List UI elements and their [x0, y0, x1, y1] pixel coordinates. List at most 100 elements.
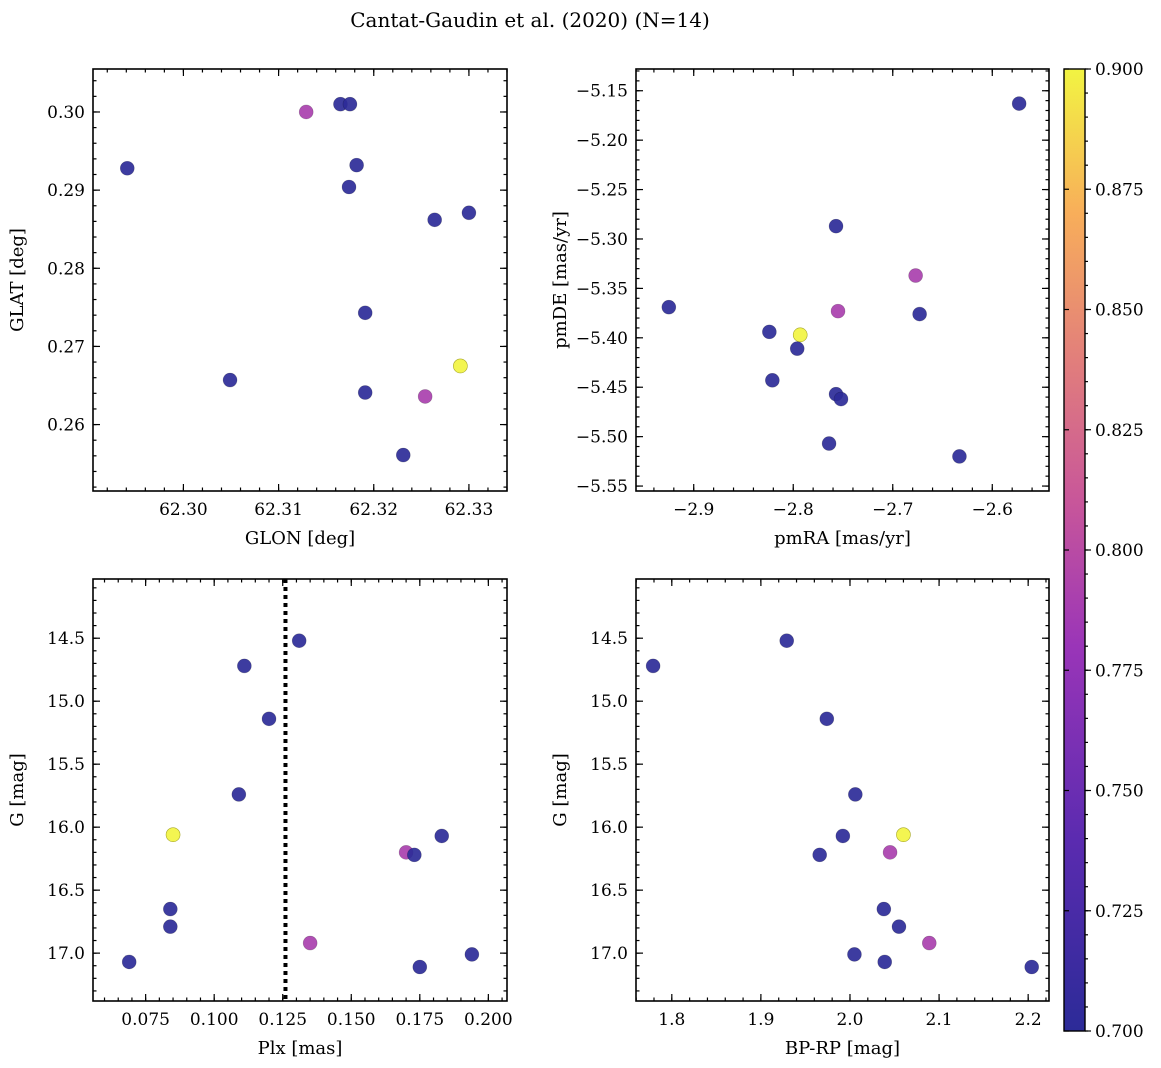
- y-tick-label: 15.5: [47, 755, 85, 775]
- x-axis-label: GLON [deg]: [245, 528, 355, 549]
- y-tick-label: 17.0: [590, 944, 628, 964]
- scatter-point: [119, 160, 135, 176]
- scatter-point: [792, 327, 808, 343]
- panel-pm: −2.9 −2.8 −2.7 −2.6 −5.55 −5.50 −5.45 −5.40 −5.3…: [550, 68, 1050, 549]
- colorbar-tick-label: 0.900: [1095, 60, 1144, 80]
- x-tick-label: 62.33: [445, 500, 494, 520]
- scatter-point: [231, 787, 247, 802]
- y-tick-label: 0.29: [47, 181, 85, 201]
- colorbar-tick-label: 0.700: [1095, 1022, 1144, 1042]
- scatter-point: [921, 935, 937, 951]
- x-tick-label: 62.31: [254, 500, 303, 520]
- y-tick-label: −5.55: [576, 477, 628, 497]
- scatter-point: [812, 847, 827, 863]
- scatter-point: [847, 947, 862, 962]
- y-tick-label: −5.25: [576, 181, 628, 201]
- y-tick-label: 0.28: [47, 259, 85, 279]
- scatter-point: [896, 827, 911, 843]
- x-tick-label: 0.100: [190, 1010, 239, 1030]
- colorbar-tick-label: 0.750: [1095, 782, 1144, 802]
- scatter-point: [222, 372, 238, 388]
- scatter-point: [453, 358, 468, 374]
- scatter-point: [821, 436, 837, 451]
- scatter-point: [762, 324, 777, 340]
- scatter-point: [848, 787, 863, 802]
- scatter-point: [261, 711, 277, 727]
- axes-frame: [635, 578, 1050, 1002]
- scatter-point: [165, 827, 181, 843]
- y-tick-label: −5.40: [576, 329, 628, 349]
- scatter-point: [342, 96, 358, 112]
- y-tick-label: 0.26: [47, 416, 85, 436]
- axes-frame: [92, 578, 508, 1002]
- y-axis-label: GLAT [deg]: [7, 228, 28, 332]
- figure-title: Cantat-Gaudin et al. (2020) (N=14): [350, 8, 710, 32]
- y-tick-label: −5.35: [576, 279, 628, 299]
- scatter-point: [833, 391, 849, 407]
- y-tick-label: −5.20: [576, 131, 628, 151]
- scatter-point: [302, 935, 318, 951]
- scatter-point: [908, 268, 923, 283]
- scatter-point: [412, 959, 428, 975]
- y-tick-label: 0.30: [47, 103, 85, 123]
- scatter-point: [891, 919, 907, 934]
- scatter-point: [835, 828, 851, 844]
- scatter-point: [830, 303, 846, 319]
- scatter-point: [661, 299, 677, 315]
- colorbar-tick-label: 0.875: [1095, 180, 1144, 200]
- axes-frame: [635, 68, 1050, 492]
- y-tick-label: 14.5: [590, 629, 628, 649]
- scatter-point: [952, 449, 967, 464]
- y-axis-label: G [mag]: [550, 753, 571, 826]
- x-tick-label: 62.30: [159, 500, 208, 520]
- y-tick-label: 16.5: [590, 881, 628, 901]
- scatter-point: [877, 954, 893, 970]
- scatter-point: [163, 901, 178, 917]
- y-tick-label: −5.15: [576, 82, 628, 102]
- y-tick-label: −5.30: [576, 230, 628, 250]
- scatter-point: [291, 633, 307, 649]
- scatter-point: [876, 901, 892, 917]
- x-tick-label: 62.32: [349, 500, 398, 520]
- panel-cmd: 1.8 1.9 2.0 2.1 2.2 14.5 15.0 15.5 16.0 16.5 17.0 B…: [550, 578, 1050, 1059]
- x-axis-label: Plx [mas]: [258, 1038, 343, 1059]
- y-tick-label: 16.0: [47, 818, 85, 838]
- y-tick-label: −5.50: [576, 428, 628, 448]
- scatter-point: [349, 157, 364, 173]
- scatter-point: [417, 389, 433, 404]
- scatter-point: [645, 658, 661, 674]
- colorbar-tick-label: 0.825: [1095, 421, 1144, 441]
- scatter-point: [434, 828, 450, 844]
- y-tick-label: 16.0: [590, 818, 628, 838]
- scatter-point: [461, 205, 477, 221]
- x-axis-label: BP-RP [mag]: [785, 1038, 900, 1059]
- scatter-point: [121, 954, 137, 970]
- x-tick-label: 0.200: [464, 1010, 513, 1030]
- scatter-point: [298, 104, 314, 120]
- scatter-point: [357, 385, 373, 400]
- scatter-point: [1024, 959, 1040, 975]
- scatter-point: [341, 179, 357, 195]
- panel-plx: 0.075 0.100 0.125 0.150 0.175 0.200 14.5 15.0 15…: [7, 578, 513, 1059]
- scatter-point: [779, 633, 795, 649]
- colorbar: 0.700 0.725 0.750 0.775 0.800 0.825 0.850 0.875…: [1063, 60, 1144, 1042]
- x-tick-label: 2.2: [1015, 1010, 1042, 1030]
- x-tick-label: 0.075: [121, 1010, 170, 1030]
- scatter-point: [464, 947, 480, 962]
- x-tick-label: 2.1: [926, 1010, 953, 1030]
- panel-glon_glat: 62.30 62.31 62.32 62.33 0.26 0.27 0.28 0.29 0.30…: [7, 68, 508, 549]
- x-tick-label: 0.150: [327, 1010, 376, 1030]
- x-tick-label: −2.8: [773, 500, 814, 520]
- y-tick-label: 15.0: [47, 692, 85, 712]
- x-tick-label: 1.8: [658, 1010, 685, 1030]
- scatter-point: [395, 447, 411, 463]
- axes-frame: [92, 68, 508, 492]
- x-tick-label: −2.9: [673, 500, 714, 520]
- y-tick-label: 15.0: [590, 692, 628, 712]
- y-tick-label: 0.27: [47, 337, 85, 357]
- x-tick-label: −2.6: [972, 500, 1013, 520]
- scatter-point: [427, 212, 442, 228]
- y-axis-label: G [mag]: [7, 753, 28, 826]
- scatter-point: [912, 306, 927, 322]
